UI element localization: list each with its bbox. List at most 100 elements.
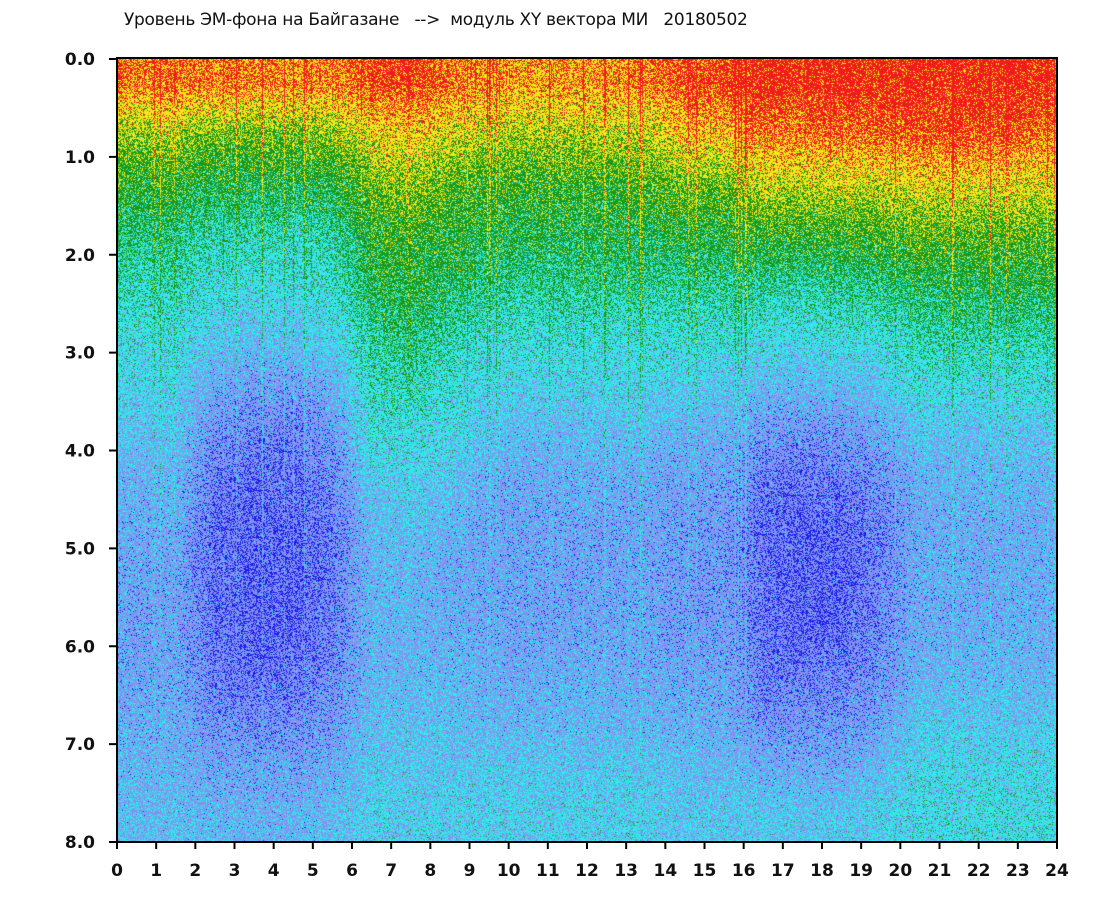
heatmap-cell	[1018, 304, 1057, 353]
y-tick-label: 0.0	[65, 50, 95, 70]
heatmap-cell	[391, 793, 430, 842]
x-tick-label: 4	[268, 861, 280, 881]
heatmap-cell	[430, 402, 469, 451]
heatmap-cell	[744, 59, 783, 108]
heatmap-cell	[705, 353, 744, 402]
heatmap-cell	[626, 206, 665, 255]
heatmap-cell	[470, 353, 509, 402]
heatmap-cell	[274, 255, 313, 304]
heatmap-cell	[509, 402, 548, 451]
heatmap-cell	[900, 744, 939, 793]
heatmap-cell	[626, 255, 665, 304]
heatmap-texture	[117, 59, 1057, 842]
heatmap-cell	[626, 793, 665, 842]
heatmap-cell	[665, 402, 704, 451]
heatmap-cell	[509, 646, 548, 695]
heatmap-cell	[156, 646, 195, 695]
x-tick-label: 1	[150, 861, 162, 881]
heatmap-cell	[352, 646, 391, 695]
heatmap-cell	[940, 353, 979, 402]
heatmap-cell	[352, 793, 391, 842]
heatmap-cell	[587, 157, 626, 206]
heatmap-cell	[940, 597, 979, 646]
heatmap-cell	[195, 744, 234, 793]
heatmap-cell	[352, 499, 391, 548]
heatmap-cell	[195, 793, 234, 842]
heatmap-cell	[313, 499, 352, 548]
heatmap-cell	[783, 402, 822, 451]
x-tick-label: 22	[967, 861, 991, 881]
heatmap-cell	[313, 304, 352, 353]
heatmap-cell	[470, 402, 509, 451]
heatmap-cell	[705, 304, 744, 353]
heatmap-cell	[195, 206, 234, 255]
heatmap-cell	[626, 597, 665, 646]
heatmap-cell	[548, 157, 587, 206]
heatmap-cell	[1018, 108, 1057, 157]
heatmap-cell	[900, 255, 939, 304]
x-tick-label: 15	[693, 861, 717, 881]
heatmap-cell	[548, 108, 587, 157]
heatmap-cell	[274, 695, 313, 744]
heatmap-cell	[940, 206, 979, 255]
axes: 0 1 2 3 4 5 6 7 8 9 10 11 12 13 14 15 16 17 18 19 20 21 22 23 24…	[65, 50, 1069, 881]
heatmap-cell	[587, 793, 626, 842]
heatmap-cell	[861, 646, 900, 695]
y-tick-label: 3.0	[65, 344, 95, 364]
heatmap-cell	[979, 206, 1018, 255]
heatmap-cell	[900, 646, 939, 695]
heatmap-cell	[861, 255, 900, 304]
heatmap-cell	[391, 255, 430, 304]
heatmap-cell	[548, 597, 587, 646]
heatmap-cell	[900, 304, 939, 353]
heatmap-cell	[156, 402, 195, 451]
y-tick-label: 6.0	[65, 637, 95, 657]
heatmap-cell	[861, 793, 900, 842]
heatmap-cell	[1018, 59, 1057, 108]
heatmap-cell	[235, 353, 274, 402]
heatmap-cell	[117, 255, 156, 304]
heatmap-cell	[391, 695, 430, 744]
heatmap-cell	[940, 59, 979, 108]
heatmap-cell	[822, 206, 861, 255]
y-tick-label: 4.0	[65, 442, 95, 462]
heatmap-cell	[509, 206, 548, 255]
heatmap-cell	[470, 793, 509, 842]
heatmap-cell	[195, 353, 234, 402]
heatmap-cell	[235, 597, 274, 646]
heatmap-cell	[156, 255, 195, 304]
heatmap-cell	[195, 597, 234, 646]
heatmap-cell	[195, 255, 234, 304]
heatmap-cell	[470, 206, 509, 255]
heatmap-cell	[705, 451, 744, 500]
x-tick-label: 21	[928, 861, 952, 881]
x-tick-label: 0	[111, 861, 123, 881]
heatmap-cell	[391, 499, 430, 548]
heatmap-cell	[940, 499, 979, 548]
heatmap-cell	[705, 108, 744, 157]
heatmap-cell	[117, 206, 156, 255]
heatmap-cell	[313, 597, 352, 646]
heatmap-cell	[744, 255, 783, 304]
heatmap-cell	[587, 402, 626, 451]
heatmap-cell	[783, 793, 822, 842]
heatmap-cell	[744, 304, 783, 353]
x-tick-label: 24	[1045, 861, 1069, 881]
heatmap-cell	[665, 793, 704, 842]
heatmap-cell	[744, 793, 783, 842]
heatmap-cell	[979, 499, 1018, 548]
heatmap-cell	[822, 695, 861, 744]
heatmap-cell	[470, 744, 509, 793]
heatmap-cell	[587, 646, 626, 695]
heatmap-cell	[861, 597, 900, 646]
heatmap-cell	[665, 499, 704, 548]
heatmap-cell	[979, 255, 1018, 304]
heatmap-cell	[509, 695, 548, 744]
heatmap-cell	[391, 206, 430, 255]
heatmap-cell	[587, 451, 626, 500]
x-tick-label: 10	[497, 861, 521, 881]
heatmap-cell	[548, 59, 587, 108]
heatmap-cell	[979, 744, 1018, 793]
heatmap-cell	[195, 548, 234, 597]
heatmap-cell	[705, 744, 744, 793]
